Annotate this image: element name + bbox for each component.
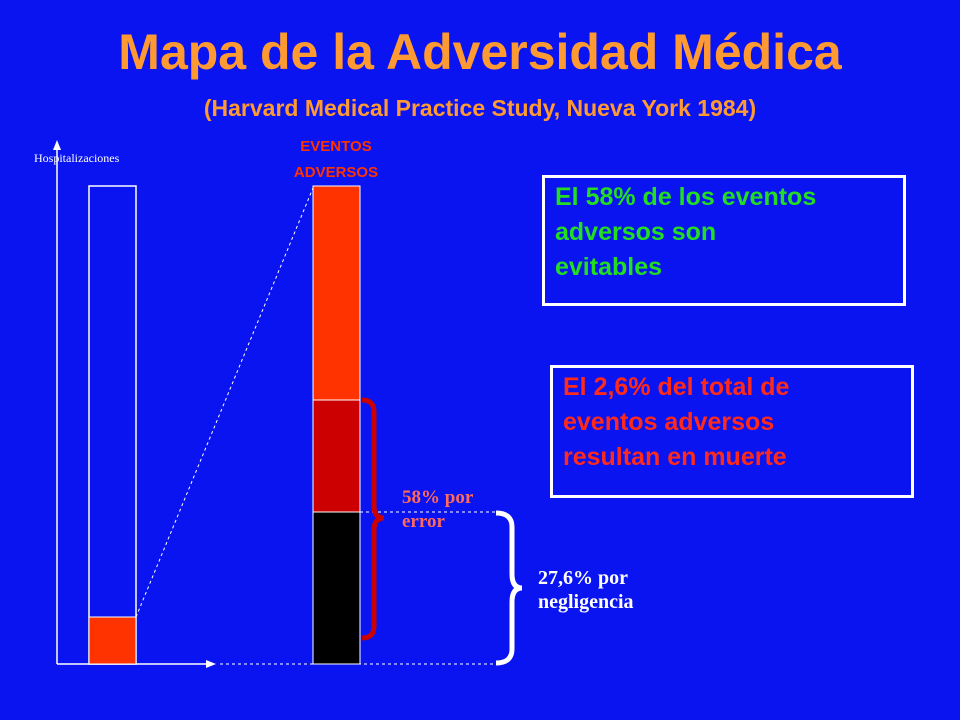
preventable-line-3: evitables bbox=[555, 253, 663, 281]
page-title: Mapa de la Adversidad Médica bbox=[118, 24, 842, 80]
preventable-line-1: El 58% de los eventos bbox=[555, 183, 817, 211]
error-brace bbox=[361, 397, 385, 641]
zoom-line bbox=[135, 187, 314, 618]
death-line-2: eventos adversos bbox=[563, 408, 775, 436]
events-label-1: EVENTOS bbox=[300, 138, 371, 155]
error-label-1: 58% por bbox=[402, 487, 474, 508]
error-label-2: error bbox=[402, 511, 445, 532]
y-axis-arrow bbox=[53, 140, 61, 150]
negligence-label-2: negligencia bbox=[538, 591, 634, 613]
y-axis-label: Hospitalizaciones bbox=[34, 151, 120, 165]
death-line-1: El 2,6% del total de bbox=[563, 373, 790, 401]
negligence-segment bbox=[312, 511, 361, 665]
preventable-info-box: El 58% de los eventos adversos son evita… bbox=[542, 175, 906, 306]
negligence-label-1: 27,6% por bbox=[538, 567, 628, 589]
hospitalizations-bar bbox=[88, 185, 137, 665]
death-info-box: El 2,6% del total de eventos adversos re… bbox=[550, 365, 914, 498]
adverse-events-segment bbox=[88, 616, 137, 665]
death-line-3: resultan en muerte bbox=[563, 443, 787, 471]
error-segment bbox=[312, 399, 361, 513]
negligence-brace bbox=[495, 510, 523, 666]
preventable-line-2: adversos son bbox=[555, 218, 717, 246]
adverse-events-bar bbox=[312, 185, 361, 401]
x-axis-arrow bbox=[206, 660, 216, 668]
events-label-2: ADVERSOS bbox=[294, 164, 378, 181]
page-subtitle: (Harvard Medical Practice Study, Nueva Y… bbox=[203, 95, 757, 121]
